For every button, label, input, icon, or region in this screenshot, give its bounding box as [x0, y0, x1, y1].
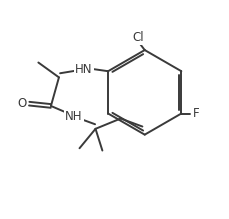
Text: NH: NH — [65, 110, 82, 123]
Text: F: F — [192, 107, 199, 120]
Text: Cl: Cl — [131, 31, 143, 44]
Text: HN: HN — [75, 63, 93, 76]
Text: O: O — [18, 97, 27, 110]
